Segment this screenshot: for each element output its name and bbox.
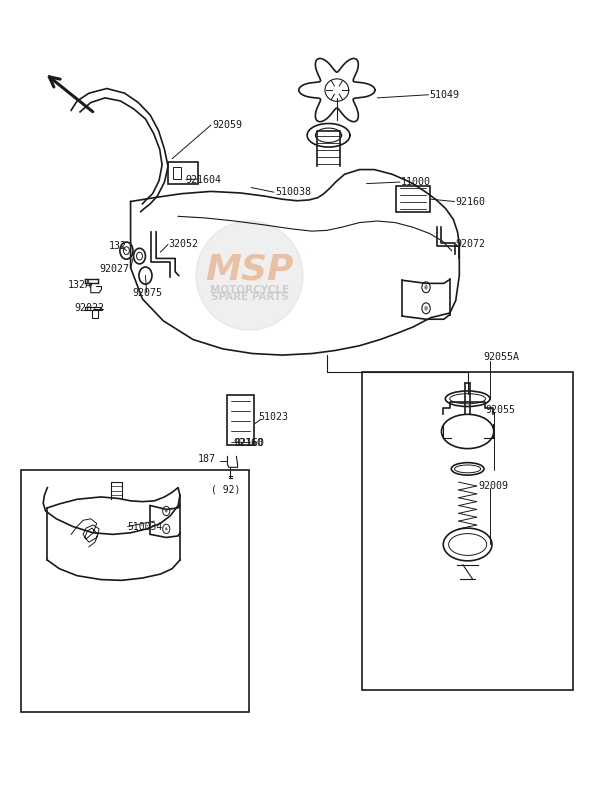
Bar bbox=[173, 167, 181, 179]
Text: 92072: 92072 bbox=[456, 239, 486, 250]
Bar bbox=[396, 186, 430, 213]
Text: 132: 132 bbox=[109, 241, 127, 251]
Circle shape bbox=[165, 528, 167, 531]
Bar bbox=[227, 395, 254, 445]
Text: 510034: 510034 bbox=[128, 521, 163, 531]
Text: 92059: 92059 bbox=[212, 120, 242, 130]
Text: 51049: 51049 bbox=[430, 89, 460, 100]
Circle shape bbox=[165, 509, 167, 513]
Text: 92160: 92160 bbox=[456, 196, 486, 206]
Ellipse shape bbox=[196, 221, 303, 330]
Text: 92055: 92055 bbox=[485, 404, 515, 414]
Text: 92009: 92009 bbox=[478, 481, 508, 491]
Text: 92160: 92160 bbox=[233, 438, 263, 448]
Text: 510038: 510038 bbox=[275, 187, 311, 197]
Bar bbox=[362, 372, 574, 690]
Text: 51023: 51023 bbox=[259, 412, 289, 422]
Text: 92022: 92022 bbox=[74, 303, 104, 313]
Circle shape bbox=[424, 285, 428, 290]
Text: 32052: 32052 bbox=[168, 239, 198, 250]
Text: 11000: 11000 bbox=[401, 177, 431, 187]
Text: 92027: 92027 bbox=[99, 264, 129, 273]
Circle shape bbox=[424, 306, 428, 311]
Bar bbox=[168, 162, 198, 184]
Text: 92055A: 92055A bbox=[483, 352, 519, 363]
Text: 92075: 92075 bbox=[133, 288, 163, 298]
Text: 02160: 02160 bbox=[235, 438, 265, 448]
Text: MOTORCYCLE: MOTORCYCLE bbox=[210, 285, 289, 294]
Bar bbox=[20, 470, 250, 712]
Text: MSP: MSP bbox=[205, 252, 294, 287]
Text: SPARE PARTS: SPARE PARTS bbox=[211, 292, 289, 302]
Text: 921604: 921604 bbox=[185, 175, 221, 184]
Text: 132A: 132A bbox=[68, 280, 92, 290]
Text: 187: 187 bbox=[197, 454, 215, 464]
Text: ( 92): ( 92) bbox=[211, 485, 240, 495]
